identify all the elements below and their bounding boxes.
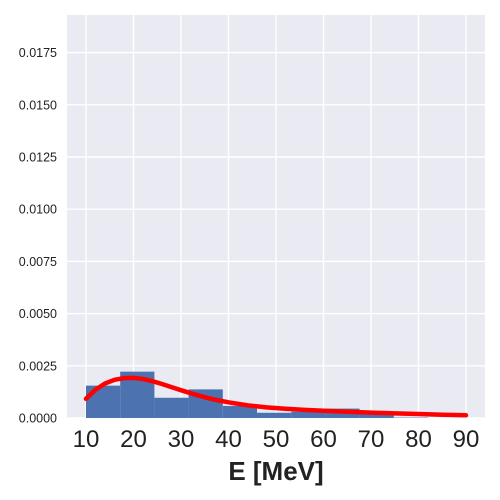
x-axis-ticks: 10 20 30 40 50 60 70 80 90: [73, 426, 480, 453]
histogram-bar: [291, 411, 326, 418]
y-tick-label: 0.0125: [19, 150, 57, 164]
fit-curve: [83, 375, 469, 418]
x-tick-label: 50: [263, 426, 290, 453]
x-tick-label: 30: [168, 426, 195, 453]
y-tick-label: 0.0150: [19, 98, 57, 112]
fit-curve-line: [83, 375, 469, 418]
y-tick-label: 0.0025: [19, 359, 57, 373]
x-axis-label: E [MeV]: [228, 456, 323, 486]
x-tick-label: 20: [120, 426, 147, 453]
y-axis-ticks: 0.0000 0.0025 0.0050 0.0075 0.0100 0.0125 0.01…: [19, 46, 57, 425]
x-tick-label: 10: [73, 426, 100, 453]
x-tick-label: 80: [405, 426, 432, 453]
y-tick-label: 0.0075: [19, 255, 57, 269]
x-tick-label: 70: [358, 426, 385, 453]
histogram-bar: [154, 397, 189, 418]
histogram-bar: [222, 405, 257, 418]
histogram-bar: [359, 413, 394, 418]
y-tick-label: 0.0000: [19, 412, 57, 426]
y-tick-label: 0.0100: [19, 203, 57, 217]
x-tick-label: 40: [215, 426, 242, 453]
histogram-bar: [257, 412, 292, 418]
x-tick-label: 60: [310, 426, 337, 453]
x-tick-label: 90: [453, 426, 480, 453]
histogram-bar: [86, 385, 121, 418]
y-tick-label: 0.0175: [19, 46, 57, 60]
y-tick-label: 0.0050: [19, 307, 57, 321]
